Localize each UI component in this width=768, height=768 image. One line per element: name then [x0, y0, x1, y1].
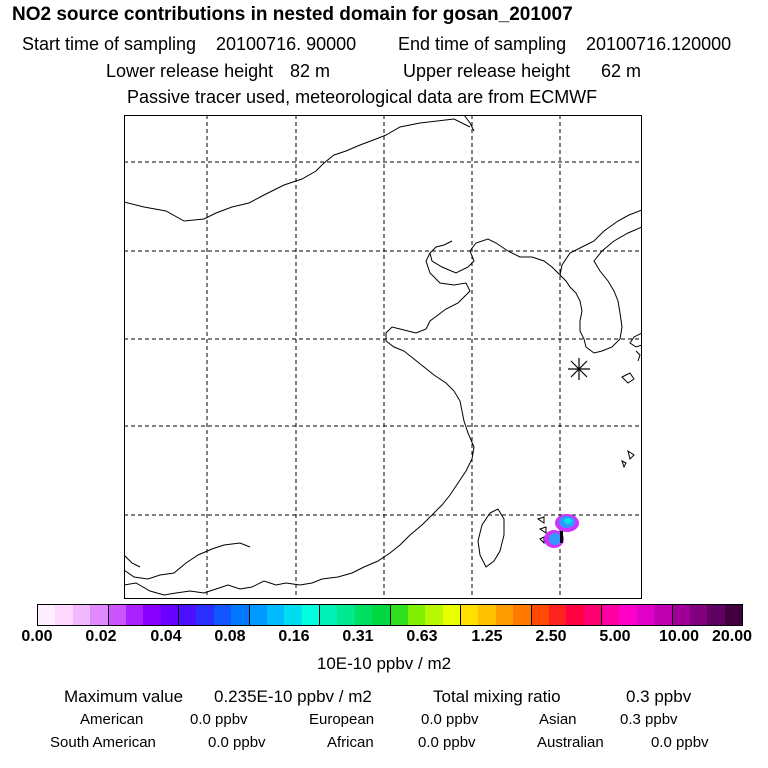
colorbar-segment — [354, 605, 373, 625]
colorbar-segment — [38, 605, 56, 625]
plume-core — [564, 518, 572, 524]
colorbar-segment — [495, 605, 514, 625]
colorbar-tick-0: 0.00 — [21, 628, 53, 645]
colorbar-segment — [301, 605, 320, 625]
receptor-station-icon — [568, 358, 590, 380]
region-value: 0.0 ppbv — [208, 734, 266, 751]
colorbar-segment — [461, 605, 479, 625]
colorbar-tick-11: 20.00 — [711, 628, 753, 645]
colorbar-segment — [442, 605, 461, 625]
colorbar-segment — [619, 605, 637, 625]
colorbar-segment — [72, 605, 91, 625]
colorbar-segment — [320, 605, 338, 625]
region-name: South American — [50, 734, 156, 751]
colorbar-segment — [249, 605, 267, 625]
tracer-note: Passive tracer used, meteorological data… — [127, 87, 598, 107]
lat-lon-grid — [124, 115, 642, 599]
colorbar-tick-10: 10.00 — [658, 628, 700, 645]
max-value-label: Maximum value — [64, 687, 184, 706]
end-time-value: 20100716.120000 — [586, 34, 732, 54]
colorbar-segment — [654, 605, 673, 625]
colorbar-segment — [636, 605, 655, 625]
colorbar-segment — [425, 605, 443, 625]
map-frame — [124, 115, 642, 599]
colorbar-segment — [566, 605, 584, 625]
colorbar-tick-2: 0.04 — [150, 628, 182, 645]
colorbar-tick-7: 1.25 — [471, 628, 503, 645]
plot-title: NO2 source contributions in nested domai… — [12, 4, 573, 25]
region-name: African — [327, 734, 374, 751]
colorbar-segment — [284, 605, 302, 625]
start-time-label: Start time of sampling — [22, 34, 197, 54]
colorbar-segment — [125, 605, 144, 625]
end-time-label: End time of sampling — [398, 34, 567, 54]
colorbar-segment — [689, 605, 708, 625]
colorbar-tick-5: 0.31 — [342, 628, 374, 645]
colorbar-segment — [108, 605, 126, 625]
total-mixing-value: 0.3 ppbv — [626, 687, 692, 706]
colorbar-segment — [160, 605, 179, 625]
colorbar-tick-3: 0.08 — [214, 628, 246, 645]
map-panel — [124, 115, 642, 599]
colorbar-segment — [707, 605, 725, 625]
lower-release-label: Lower release height — [106, 61, 274, 81]
colorbar-segment — [548, 605, 567, 625]
region-name: Australian — [537, 734, 604, 751]
start-time-value: 20100716. 90000 — [216, 34, 357, 54]
colorbar-segment — [266, 605, 285, 625]
plume-dark-cell — [560, 531, 563, 543]
colorbar-segment — [531, 605, 549, 625]
colorbar-segment — [179, 605, 197, 625]
upper-release-value: 62 m — [601, 61, 642, 81]
lower-release-value: 82 m — [290, 61, 331, 81]
colorbar-segment — [231, 605, 250, 625]
region-name: European — [309, 711, 375, 728]
colorbar-segment — [90, 605, 109, 625]
region-value: 0.0 ppbv — [190, 711, 248, 728]
coastlines-borders — [124, 115, 642, 596]
colorbar-segment — [672, 605, 690, 625]
colorbar-segment — [478, 605, 496, 625]
no2-plume — [544, 514, 579, 548]
colorbar-segment — [196, 605, 214, 625]
region-name: Asian — [539, 711, 577, 728]
colorbar-segment — [213, 605, 232, 625]
colorbar-segment — [390, 605, 408, 625]
colorbar-segment — [513, 605, 532, 625]
region-value: 0.0 ppbv — [651, 734, 709, 751]
colorbar-tick-1: 0.02 — [85, 628, 117, 645]
upper-release-label: Upper release height — [403, 61, 571, 81]
colorbar-segment — [55, 605, 73, 625]
region-value: 0.0 ppbv — [421, 711, 479, 728]
colorbar-tick-8: 2.50 — [535, 628, 567, 645]
region-value: 0.3 ppbv — [620, 711, 678, 728]
max-value: 0.235E-10 ppbv / m2 — [214, 687, 372, 706]
colorbar-segment — [602, 605, 620, 625]
colorbar — [37, 604, 743, 626]
plume-mid-lower — [549, 533, 561, 545]
colorbar-segment — [372, 605, 391, 625]
colorbar-segment — [143, 605, 161, 625]
colorbar-segment — [583, 605, 602, 625]
colorbar-tick-6: 0.63 — [406, 628, 438, 645]
colorbar-tick-4: 0.16 — [278, 628, 310, 645]
colorbar-segment — [407, 605, 426, 625]
region-name: American — [80, 711, 144, 728]
colorbar-tick-9: 5.00 — [599, 628, 631, 645]
region-value: 0.0 ppbv — [418, 734, 476, 751]
colorbar-segment — [724, 605, 742, 625]
colorbar-segment — [337, 605, 355, 625]
colorbar-unit: 10E-10 ppbv / m2 — [316, 654, 452, 673]
total-mixing-label: Total mixing ratio — [433, 687, 561, 706]
